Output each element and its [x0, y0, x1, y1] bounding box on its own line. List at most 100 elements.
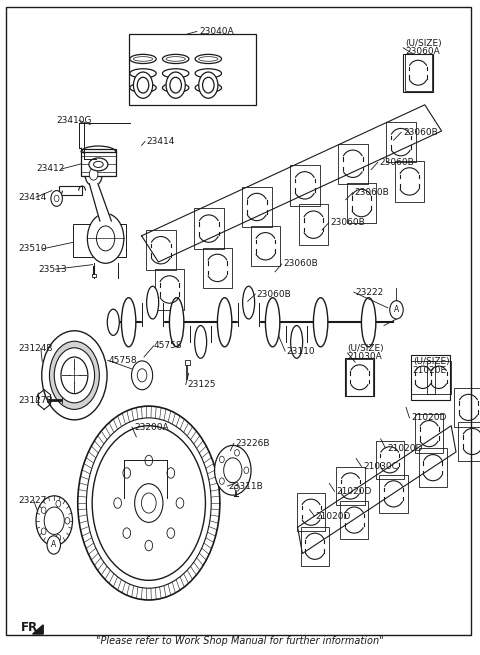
Circle shape [166, 72, 185, 98]
Text: 21020D: 21020D [316, 512, 351, 521]
Text: 23110: 23110 [286, 346, 315, 356]
Circle shape [170, 77, 181, 93]
Bar [458, 422, 480, 460]
Bar [146, 230, 176, 271]
Bar [194, 208, 224, 249]
Ellipse shape [147, 286, 158, 319]
Text: 23414: 23414 [18, 193, 47, 202]
Circle shape [47, 536, 60, 554]
Circle shape [54, 348, 95, 403]
Ellipse shape [361, 297, 376, 347]
Circle shape [41, 507, 46, 514]
Text: 23222: 23222 [355, 288, 384, 297]
Text: (U/SIZE): (U/SIZE) [348, 344, 384, 353]
Circle shape [142, 493, 156, 513]
Circle shape [85, 162, 102, 186]
Ellipse shape [94, 161, 103, 168]
Text: 23124B: 23124B [18, 344, 53, 353]
Text: 21020E: 21020E [413, 365, 447, 375]
Ellipse shape [169, 297, 184, 347]
Ellipse shape [195, 83, 222, 92]
Circle shape [78, 406, 220, 600]
Text: 23513: 23513 [38, 265, 67, 274]
Ellipse shape [195, 326, 206, 358]
Circle shape [65, 517, 70, 524]
Bar [380, 475, 408, 513]
Circle shape [86, 418, 211, 588]
Bar [242, 187, 272, 227]
Bar [455, 388, 480, 426]
Polygon shape [190, 326, 211, 342]
Bar [376, 441, 404, 479]
Circle shape [167, 468, 175, 478]
Ellipse shape [195, 54, 222, 64]
Bar [411, 361, 435, 394]
Polygon shape [286, 326, 307, 342]
Bar [345, 358, 374, 396]
Bar [395, 161, 424, 202]
Circle shape [56, 500, 60, 507]
Bar [415, 415, 443, 453]
Text: 23125: 23125 [187, 380, 216, 389]
Ellipse shape [130, 54, 156, 64]
Circle shape [134, 483, 163, 523]
Bar [297, 493, 325, 531]
Text: "Please refer to Work Shop Manual for further information": "Please refer to Work Shop Manual for fu… [96, 635, 384, 646]
Circle shape [123, 468, 131, 478]
Ellipse shape [108, 309, 119, 335]
Ellipse shape [243, 286, 254, 319]
Bar [203, 248, 232, 288]
Text: A: A [51, 540, 56, 550]
Circle shape [36, 496, 72, 546]
Text: 21030C: 21030C [363, 462, 398, 471]
Ellipse shape [195, 69, 222, 78]
Bar [59, 186, 82, 195]
Ellipse shape [133, 57, 153, 62]
Text: 23200A: 23200A [134, 422, 169, 432]
Ellipse shape [121, 297, 136, 347]
Circle shape [51, 191, 62, 206]
Text: A: A [394, 305, 399, 314]
Bar [185, 360, 190, 365]
Bar [336, 467, 364, 505]
Polygon shape [142, 303, 163, 326]
Text: 23060B: 23060B [379, 158, 414, 167]
Circle shape [199, 72, 218, 98]
Text: 23060B: 23060B [354, 188, 389, 197]
Circle shape [96, 226, 115, 251]
Bar [290, 165, 320, 206]
Text: 45758: 45758 [154, 341, 182, 350]
Circle shape [235, 485, 240, 491]
Bar [251, 226, 280, 267]
Ellipse shape [166, 57, 185, 62]
Text: 23412: 23412 [36, 164, 65, 174]
Circle shape [89, 168, 98, 180]
Ellipse shape [162, 69, 189, 78]
Circle shape [203, 77, 214, 93]
Circle shape [42, 331, 107, 420]
Circle shape [41, 528, 46, 534]
Bar [386, 122, 416, 162]
Circle shape [215, 445, 251, 495]
Polygon shape [238, 303, 259, 326]
Ellipse shape [265, 297, 280, 347]
Circle shape [114, 498, 121, 508]
Text: 23227: 23227 [18, 496, 47, 505]
Text: 23060B: 23060B [257, 290, 291, 299]
Bar [338, 143, 368, 184]
Circle shape [87, 214, 124, 263]
Polygon shape [298, 426, 456, 553]
Circle shape [133, 72, 153, 98]
Text: 21020D: 21020D [387, 443, 422, 453]
Ellipse shape [89, 158, 108, 171]
Text: 23060B: 23060B [283, 259, 318, 269]
Ellipse shape [162, 83, 189, 92]
Bar [403, 54, 433, 92]
Circle shape [235, 449, 240, 456]
Text: 23060B: 23060B [403, 128, 438, 137]
Bar [81, 149, 116, 176]
Circle shape [219, 456, 224, 462]
Text: 23060A: 23060A [406, 47, 440, 56]
Text: 23060B: 23060B [330, 218, 365, 227]
Circle shape [54, 195, 59, 202]
